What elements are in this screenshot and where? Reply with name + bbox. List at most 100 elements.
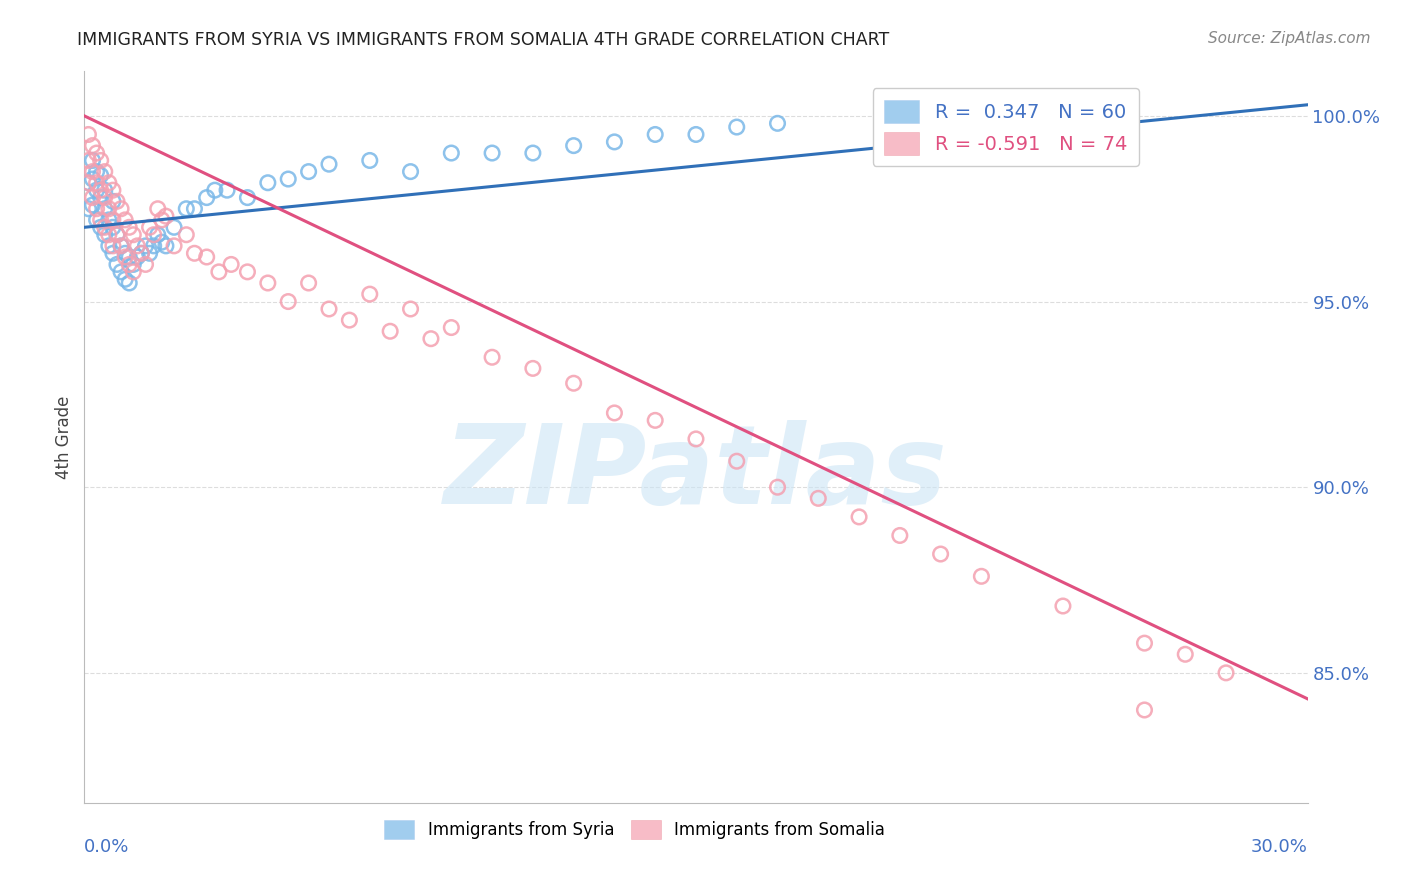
Point: [90, 212, 112, 227]
Y-axis label: 4th Grade: 4th Grade: [55, 395, 73, 479]
Point: [298, 276, 321, 290]
Point: [101, 220, 124, 235]
Point: [257, 276, 280, 290]
Point: [217, 183, 239, 197]
Point: [118, 276, 141, 290]
Point: [127, 239, 149, 253]
Point: [183, 246, 205, 260]
Point: [90, 169, 112, 183]
Point: [440, 320, 463, 334]
Point: [603, 406, 626, 420]
Point: [86, 183, 108, 197]
Point: [155, 239, 177, 253]
Text: Source: ZipAtlas.com: Source: ZipAtlas.com: [1208, 31, 1371, 46]
Point: [318, 157, 340, 171]
Point: [257, 176, 280, 190]
Point: [118, 257, 141, 271]
Point: [101, 194, 124, 209]
Point: [93, 183, 115, 197]
Point: [86, 176, 108, 190]
Point: [77, 176, 100, 190]
Point: [97, 239, 120, 253]
Point: [86, 164, 108, 178]
Point: [318, 301, 340, 316]
Point: [110, 239, 132, 253]
Point: [90, 153, 112, 168]
Point: [110, 202, 132, 216]
Point: [97, 227, 120, 242]
Point: [93, 164, 115, 178]
Point: [122, 227, 145, 242]
Point: [399, 164, 422, 178]
Point: [562, 138, 585, 153]
Legend: Immigrants from Syria, Immigrants from Somalia: Immigrants from Syria, Immigrants from S…: [378, 814, 891, 846]
Point: [114, 212, 136, 227]
Point: [90, 183, 112, 197]
Point: [82, 198, 104, 212]
Point: [90, 191, 112, 205]
Point: [1133, 703, 1156, 717]
Point: [562, 376, 585, 391]
Point: [236, 265, 259, 279]
Point: [481, 146, 503, 161]
Point: [82, 138, 104, 153]
Point: [142, 239, 165, 253]
Point: [105, 257, 128, 271]
Point: [77, 153, 100, 168]
Point: [889, 128, 911, 142]
Point: [93, 227, 115, 242]
Point: [82, 172, 104, 186]
Point: [135, 239, 157, 253]
Point: [183, 202, 205, 216]
Point: [685, 128, 707, 142]
Point: [163, 220, 186, 235]
Point: [440, 146, 463, 161]
Point: [86, 146, 108, 161]
Point: [339, 313, 361, 327]
Point: [86, 212, 108, 227]
Point: [195, 250, 218, 264]
Point: [142, 227, 165, 242]
Point: [82, 191, 104, 205]
Point: [1133, 636, 1156, 650]
Point: [481, 351, 503, 365]
Point: [122, 265, 145, 279]
Point: [146, 227, 169, 242]
Point: [929, 547, 952, 561]
Point: [1052, 599, 1074, 613]
Point: [131, 246, 153, 260]
Point: [77, 202, 100, 216]
Point: [101, 212, 124, 227]
Text: ZIPatlas: ZIPatlas: [444, 420, 948, 527]
Point: [522, 146, 544, 161]
Point: [105, 227, 128, 242]
Point: [97, 176, 120, 190]
Point: [359, 153, 381, 168]
Point: [101, 246, 124, 260]
Point: [77, 176, 100, 190]
Point: [105, 227, 128, 242]
Point: [114, 272, 136, 286]
Point: [101, 183, 124, 197]
Point: [807, 491, 830, 506]
Point: [725, 454, 748, 468]
Point: [848, 509, 870, 524]
Point: [138, 246, 160, 260]
Point: [138, 220, 160, 235]
Point: [208, 265, 231, 279]
Point: [93, 220, 115, 235]
Point: [105, 194, 128, 209]
Point: [97, 202, 120, 216]
Point: [359, 287, 381, 301]
Point: [118, 220, 141, 235]
Point: [766, 480, 789, 494]
Point: [420, 332, 443, 346]
Point: [725, 120, 748, 134]
Text: 30.0%: 30.0%: [1251, 838, 1308, 855]
Point: [644, 413, 666, 427]
Point: [1032, 109, 1054, 123]
Point: [150, 235, 173, 249]
Text: IMMIGRANTS FROM SYRIA VS IMMIGRANTS FROM SOMALIA 4TH GRADE CORRELATION CHART: IMMIGRANTS FROM SYRIA VS IMMIGRANTS FROM…: [77, 31, 890, 49]
Point: [110, 239, 132, 253]
Point: [93, 202, 115, 216]
